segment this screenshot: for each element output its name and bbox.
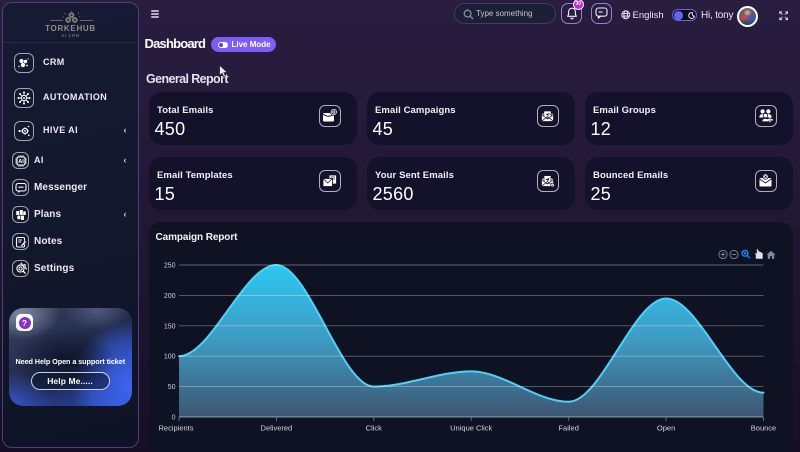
svg-text:AI: AI [18, 159, 24, 165]
svg-text:Recipients: Recipients [158, 424, 193, 433]
svg-text:Delivered: Delivered [261, 424, 293, 433]
svg-text:Unique Click: Unique Click [450, 424, 492, 433]
svg-text:250: 250 [164, 263, 176, 270]
svg-text:Click: Click [366, 424, 382, 433]
svg-text:Open: Open [657, 424, 675, 433]
svg-text:100: 100 [164, 354, 176, 361]
svg-text:50: 50 [168, 384, 176, 391]
svg-text:150: 150 [164, 323, 176, 330]
svg-text:Bounce: Bounce [751, 424, 776, 433]
svg-text:200: 200 [164, 293, 176, 300]
svg-text:0: 0 [172, 415, 176, 422]
svg-text:Failed: Failed [558, 424, 578, 433]
